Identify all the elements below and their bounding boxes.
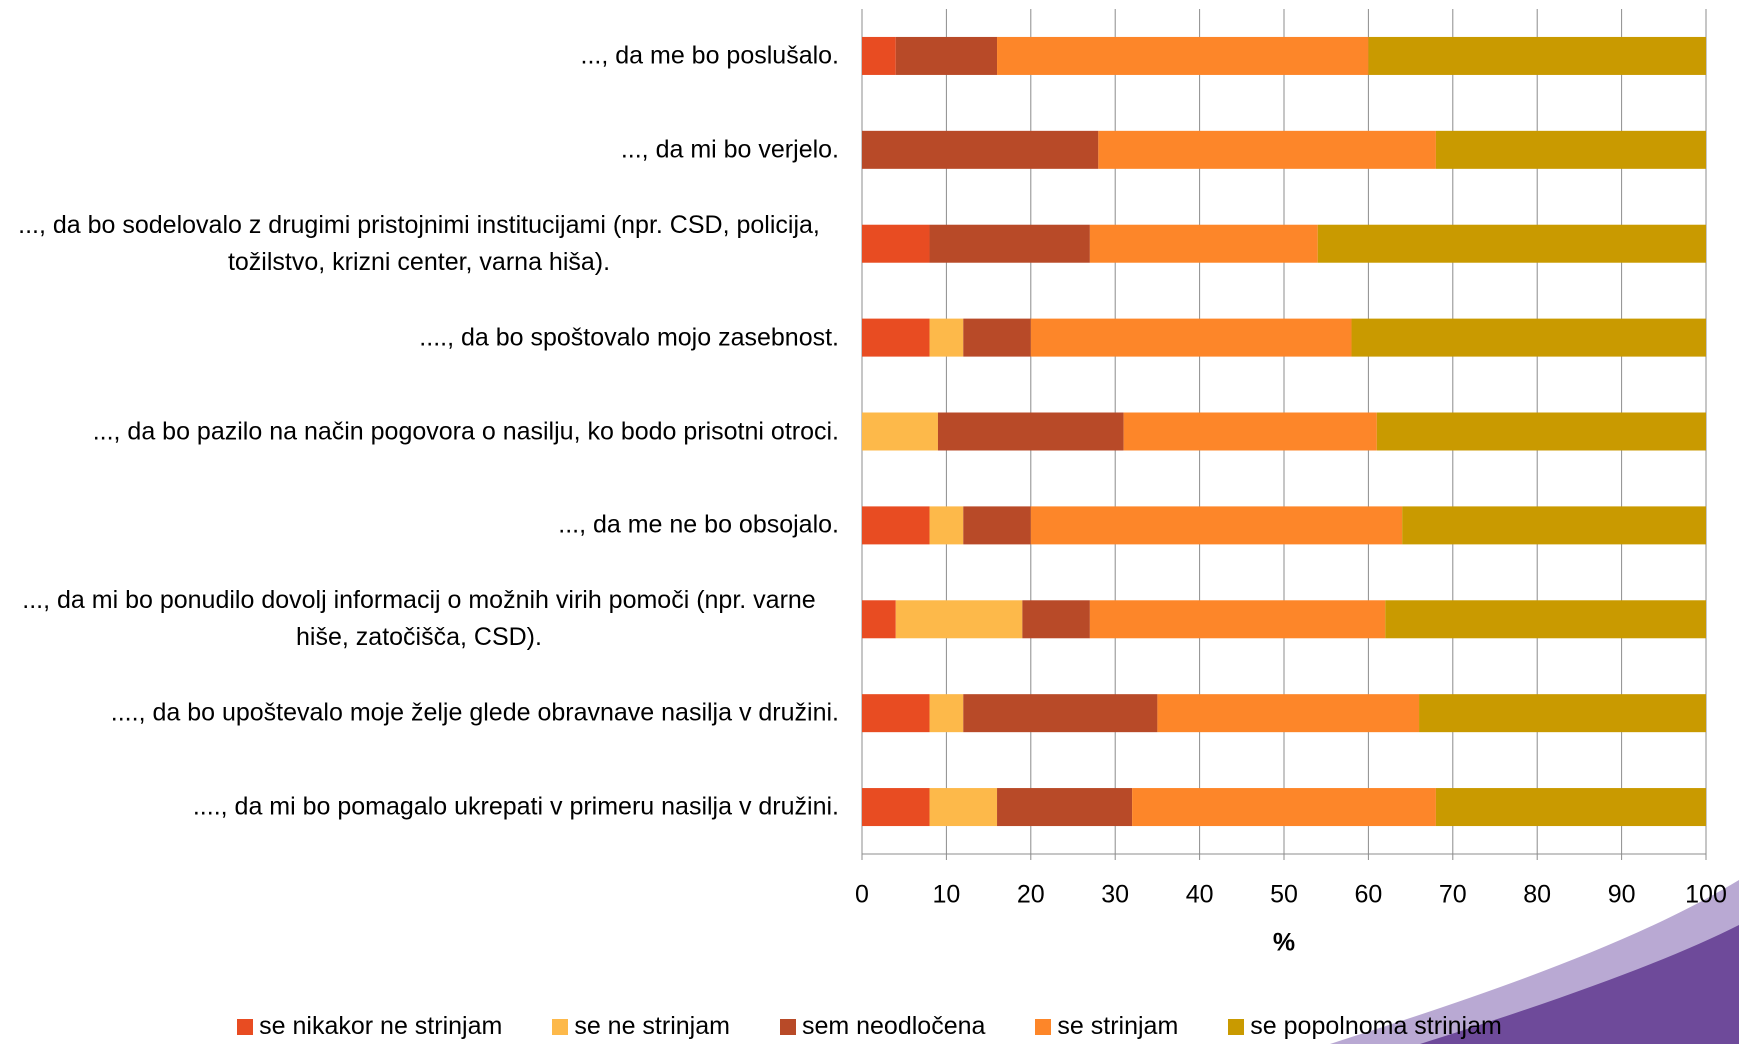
bar-segment bbox=[929, 224, 1090, 263]
category-label-box: ..., da me ne bo obsojalo. bbox=[0, 507, 839, 544]
bar-segment bbox=[1402, 506, 1706, 545]
bar-segment bbox=[1030, 318, 1352, 357]
y-tick-label: ..., da bo pazilo na način pogovora o na… bbox=[92, 417, 839, 445]
legend-swatch bbox=[779, 1018, 796, 1035]
legend-item: sem neodločena bbox=[779, 1012, 986, 1041]
legend-label: se nikakor ne strinjam bbox=[259, 1012, 503, 1040]
bar-segment bbox=[963, 318, 1031, 357]
legend-label: se popolnoma strinjam bbox=[1250, 1012, 1502, 1040]
bar-segment bbox=[862, 318, 930, 357]
bar-segment bbox=[1089, 224, 1318, 263]
bar-segment bbox=[997, 788, 1133, 827]
bar-segment bbox=[963, 506, 1031, 545]
x-tick-label: 20 bbox=[1017, 881, 1045, 909]
y-tick-label: ..., da mi bo ponudilo dovolj informacij… bbox=[22, 586, 816, 652]
bar-segment bbox=[937, 412, 1124, 451]
category-label-box: ..., da mi bo verjelo. bbox=[0, 131, 839, 168]
category-label-box: ...., da bo spoštovalo mojo zasebnost. bbox=[0, 319, 839, 356]
bar-segment bbox=[1030, 506, 1403, 545]
bar-segment bbox=[929, 506, 964, 545]
bar-segment bbox=[1435, 788, 1706, 827]
bar-segment bbox=[862, 224, 930, 263]
bar-segment bbox=[997, 36, 1369, 75]
x-tick-label: 50 bbox=[1270, 881, 1298, 909]
legend-label: se strinjam bbox=[1057, 1012, 1179, 1040]
legend: se nikakor ne strinjam se ne strinjam sem … bbox=[0, 1012, 1739, 1041]
bar-segment bbox=[1157, 694, 1420, 733]
bar-segment bbox=[963, 694, 1158, 733]
bar-segment bbox=[1419, 694, 1706, 733]
bar-segment bbox=[929, 788, 998, 827]
legend-item: se ne strinjam bbox=[552, 1012, 730, 1041]
legend-item: se strinjam bbox=[1035, 1012, 1178, 1041]
bar-segment bbox=[895, 600, 1023, 639]
bar-segment bbox=[862, 506, 930, 545]
x-tick-label: 0 bbox=[855, 881, 869, 909]
bar-segment bbox=[862, 412, 938, 451]
bar-segment bbox=[929, 694, 964, 733]
bar-segment bbox=[1368, 36, 1706, 75]
y-tick-label: ..., da bo sodelovalo z drugimi pristojn… bbox=[18, 210, 820, 276]
category-label-box: ..., da bo pazilo na način pogovora o na… bbox=[0, 413, 839, 450]
bar-segment bbox=[1022, 600, 1090, 639]
decor-swoosh-dark bbox=[1420, 925, 1739, 1044]
legend-swatch bbox=[552, 1018, 569, 1035]
legend-swatch bbox=[1035, 1018, 1052, 1035]
x-tick-label: 60 bbox=[1354, 881, 1382, 909]
legend-swatch bbox=[1228, 1018, 1245, 1035]
x-tick-label: 70 bbox=[1439, 881, 1467, 909]
bar-segment bbox=[862, 694, 930, 733]
legend-swatch bbox=[237, 1018, 254, 1035]
y-tick-label: ...., da bo spoštovalo mojo zasebnost. bbox=[419, 323, 839, 352]
legend-label: se ne strinjam bbox=[574, 1012, 730, 1040]
bar-segment bbox=[1317, 224, 1706, 263]
bar-segment bbox=[1351, 318, 1706, 357]
bar-segment bbox=[1376, 412, 1706, 451]
bar-segment bbox=[1089, 600, 1386, 639]
legend-item: se nikakor ne strinjam bbox=[237, 1012, 502, 1041]
x-axis-label: % bbox=[1273, 929, 1295, 957]
category-label-box: ..., da mi bo ponudilo dovolj informacij… bbox=[0, 582, 839, 656]
bar-segment bbox=[1123, 412, 1377, 451]
bar-segment bbox=[1098, 130, 1436, 169]
y-tick-label: ..., da me ne bo obsojalo. bbox=[558, 510, 839, 539]
x-tick-label: 30 bbox=[1101, 881, 1129, 909]
legend-item: se popolnoma strinjam bbox=[1228, 1012, 1502, 1041]
bar-segment bbox=[862, 130, 1099, 169]
bar-segment bbox=[1385, 600, 1706, 639]
y-tick-label: ...., da bo upoštevalo moje želje glede … bbox=[110, 698, 839, 727]
x-tick-label: 10 bbox=[932, 881, 960, 909]
category-label-box: ..., da bo sodelovalo z drugimi pristojn… bbox=[0, 207, 839, 281]
bar-segment bbox=[929, 318, 964, 357]
bar-segment bbox=[895, 36, 998, 75]
bar-segment bbox=[862, 788, 930, 827]
category-label-box: ...., da bo upoštevalo moje želje glede … bbox=[0, 695, 839, 732]
bar-segment bbox=[862, 600, 896, 639]
x-tick-label: 90 bbox=[1608, 881, 1636, 909]
legend-label: sem neodločena bbox=[801, 1012, 986, 1040]
bar-segment bbox=[1132, 788, 1436, 827]
y-tick-label: ..., da mi bo verjelo. bbox=[620, 135, 839, 164]
x-tick-label: 80 bbox=[1523, 881, 1551, 909]
y-tick-label: ..., da me bo poslušalo. bbox=[580, 41, 839, 70]
category-label-box: ..., da me bo poslušalo. bbox=[0, 37, 839, 74]
bar-segment bbox=[1435, 130, 1706, 169]
bar-segment bbox=[862, 36, 896, 75]
category-label-box: ...., da mi bo pomagalo ukrepati v prime… bbox=[0, 789, 839, 826]
x-tick-label: 100 bbox=[1685, 881, 1727, 909]
x-tick-label: 40 bbox=[1186, 881, 1214, 909]
y-tick-label: ...., da mi bo pomagalo ukrepati v prime… bbox=[192, 792, 839, 821]
